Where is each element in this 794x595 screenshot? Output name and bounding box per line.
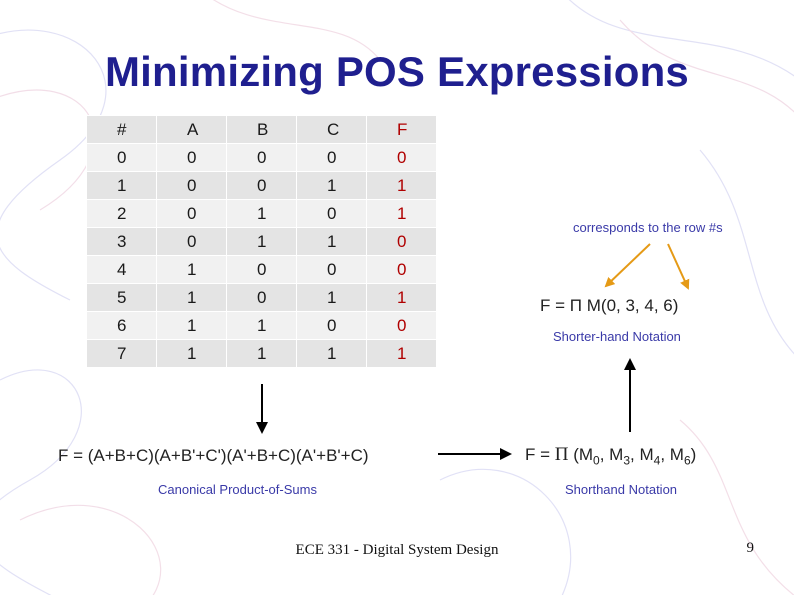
maxterm-separator: , M <box>599 445 624 464</box>
input-cell: 1 <box>226 227 296 255</box>
orange-arrow-right <box>667 243 690 290</box>
output-cell: 1 <box>366 171 436 199</box>
output-cell: 0 <box>366 143 436 171</box>
maxterm-separator: , M <box>660 445 684 464</box>
input-cell: 0 <box>296 199 366 227</box>
maxterm-index: 0 <box>593 453 600 468</box>
maxterm-index: 3 <box>623 453 631 468</box>
shorter-hand-label: Shorter-hand Notation <box>553 329 681 344</box>
output-cell: 0 <box>366 255 436 283</box>
row-number-cell: 7 <box>86 339 156 367</box>
row-number-cell: 1 <box>86 171 156 199</box>
input-cell: 1 <box>156 255 226 283</box>
input-cell: 1 <box>156 339 226 367</box>
row-number-cell: 4 <box>86 255 156 283</box>
output-cell: 0 <box>366 311 436 339</box>
input-cell: 0 <box>156 227 226 255</box>
input-cell: 1 <box>156 311 226 339</box>
shorthand-formula: F = Π (M0, M3, M4, M6) <box>525 444 696 467</box>
shorthand-open: (M <box>568 445 594 464</box>
input-cell: 1 <box>296 171 366 199</box>
input-cell: 0 <box>226 255 296 283</box>
row-number-cell: 6 <box>86 311 156 339</box>
output-cell: 1 <box>366 339 436 367</box>
input-cell: 1 <box>156 283 226 311</box>
input-cell: 0 <box>226 283 296 311</box>
header-cell-b: B <box>226 115 296 143</box>
input-cell: 1 <box>296 283 366 311</box>
input-cell: 1 <box>226 199 296 227</box>
output-cell: 0 <box>366 227 436 255</box>
header-cell-c: C <box>296 115 366 143</box>
canonical-label: Canonical Product-of-Sums <box>158 482 317 497</box>
shorthand-label: Shorthand Notation <box>565 482 678 497</box>
truth-table-header-row: # A B C F <box>86 115 436 143</box>
orange-arrow-left <box>604 243 651 288</box>
input-cell: 0 <box>156 171 226 199</box>
input-cell: 1 <box>296 339 366 367</box>
header-cell-a: A <box>156 115 226 143</box>
maxterm-index: 6 <box>683 453 691 468</box>
input-cell: 1 <box>296 227 366 255</box>
canonical-formula: F = (A+B+C)(A+B'+C')(A'+B+C)(A'+B'+C) <box>58 446 369 465</box>
shorthand-prefix: F = <box>525 445 555 464</box>
page-number: 9 <box>746 540 755 556</box>
header-cell-f: F <box>366 115 436 143</box>
row-number-cell: 0 <box>86 143 156 171</box>
input-cell: 0 <box>226 143 296 171</box>
corresponds-note: corresponds to the row #s <box>573 220 723 235</box>
row-number-cell: 3 <box>86 227 156 255</box>
pi-symbol: Π <box>554 444 569 465</box>
row-number-cell: 2 <box>86 199 156 227</box>
shorter-hand-formula: F = Π M(0, 3, 4, 6) <box>540 296 679 315</box>
input-cell: 0 <box>156 199 226 227</box>
output-cell: 1 <box>366 199 436 227</box>
input-cell: 1 <box>226 311 296 339</box>
input-cell: 0 <box>296 143 366 171</box>
row-number-cell: 5 <box>86 283 156 311</box>
maxterm-index: 4 <box>653 453 661 468</box>
slide-title: Minimizing POS Expressions <box>105 48 689 95</box>
input-cell: 1 <box>226 339 296 367</box>
slide-footer: ECE 331 - Digital System Design <box>295 542 499 558</box>
maxterm-separator: , M <box>630 445 654 464</box>
input-cell: 0 <box>226 171 296 199</box>
input-cell: 0 <box>296 255 366 283</box>
input-cell: 0 <box>296 311 366 339</box>
input-cell: 0 <box>156 143 226 171</box>
header-cell-number: # <box>86 115 156 143</box>
output-cell: 1 <box>366 283 436 311</box>
maxterm-close: ) <box>690 445 697 464</box>
